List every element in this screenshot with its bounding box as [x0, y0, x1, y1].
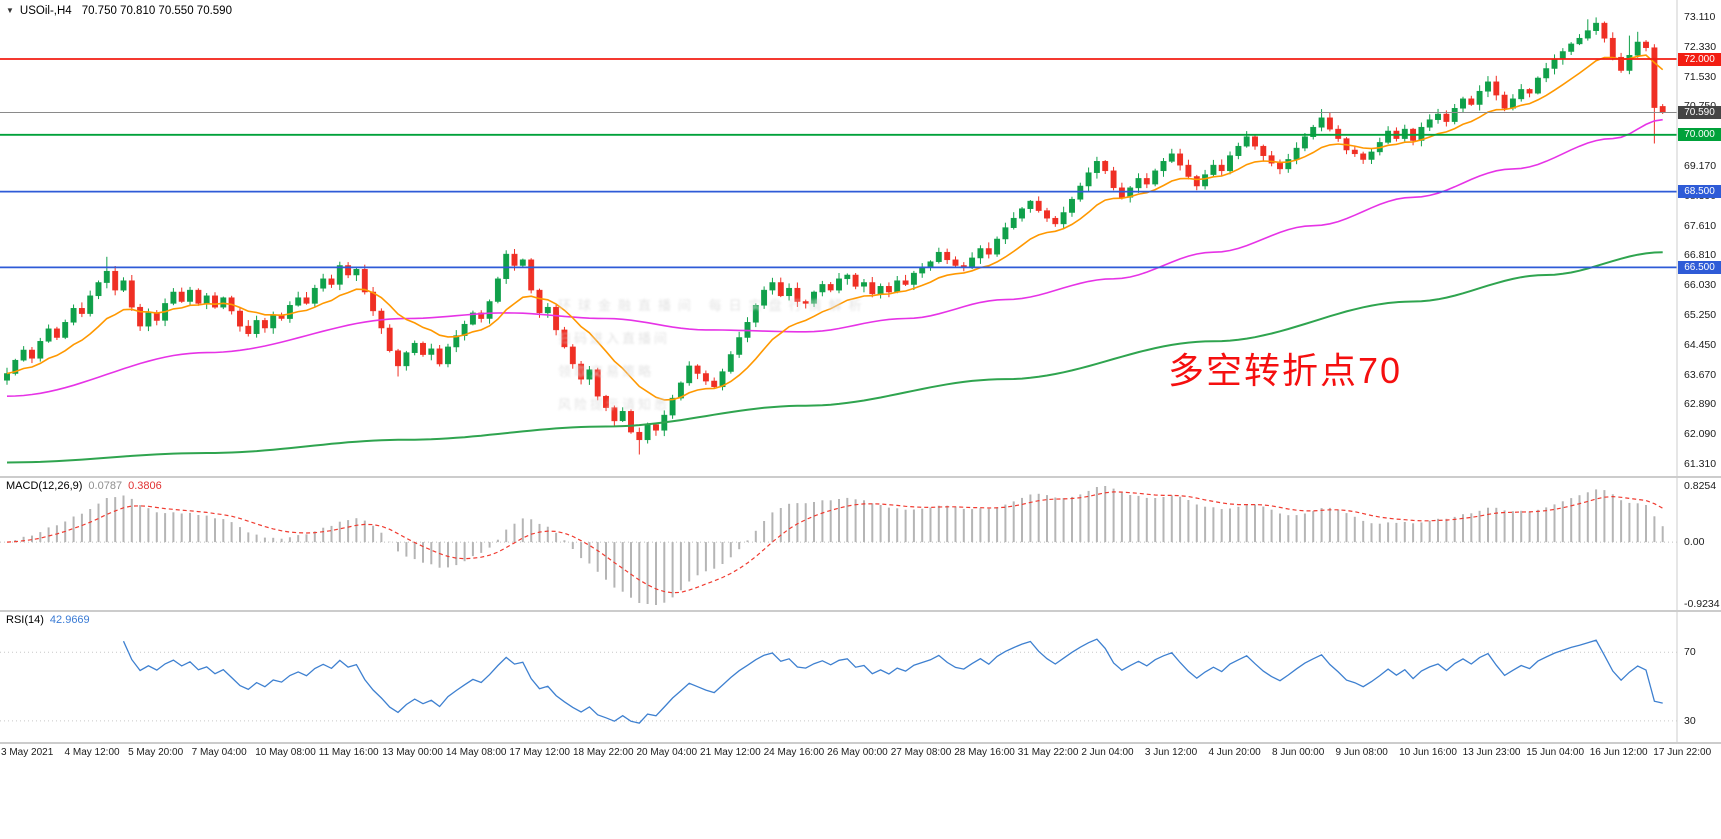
rsi-name: RSI(14) — [6, 614, 44, 626]
macd-layer — [0, 486, 1677, 605]
price-axis[interactable] — [1677, 0, 1721, 743]
watermark: 环球金融直播间 每日实盘行情解析 扫码进入直播间 领取交易策略风险提示请知悉 — [558, 289, 869, 421]
chart-title-bar: ▼ USOil-,H4 70.750 70.810 70.550 70.590 — [6, 5, 232, 17]
watermark-line: 环球金融直播间 每日实盘行情解析 — [558, 298, 869, 313]
panel-separators — [0, 0, 1721, 744]
hlines-layer — [0, 58, 1677, 269]
annotation-text: 多空转折点70 — [1168, 350, 1403, 391]
watermark-line: 扫码进入直播间 — [558, 331, 671, 346]
symbol-dropdown-icon[interactable]: ▼ — [6, 6, 14, 15]
moving-averages-layer — [6, 54, 1664, 464]
macd-main-value: 0.0787 — [88, 480, 123, 492]
rsi-layer — [0, 638, 1677, 724]
time-axis[interactable] — [0, 744, 1721, 764]
symbol-timeframe-label: USOil-,H4 — [19, 5, 72, 17]
ohlc-readout: 70.750 70.810 70.550 70.590 — [81, 5, 232, 17]
rsi-indicator-label: RSI(14) 42.9669 — [6, 614, 90, 626]
macd-indicator-label: MACD(12,26,9) 0.0787 0.3806 — [6, 480, 162, 492]
macd-signal-value: 0.3806 — [128, 480, 162, 492]
rsi-value: 42.9669 — [49, 614, 90, 626]
watermark-line: 风险提示请知悉 — [558, 397, 671, 412]
macd-name: MACD(12,26,9) — [6, 480, 83, 492]
watermark-line: 领取交易策略 — [558, 364, 655, 379]
